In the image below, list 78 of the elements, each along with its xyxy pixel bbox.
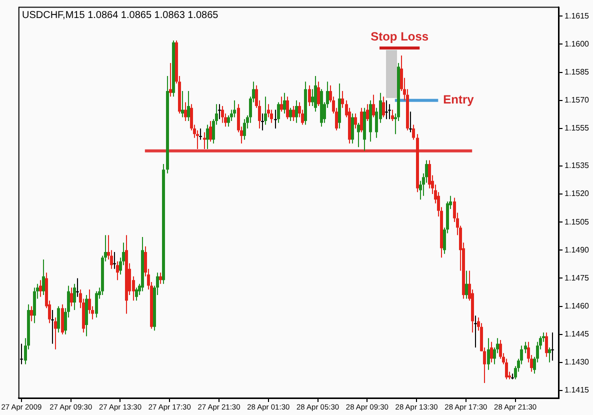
candlestick — [474, 315, 477, 348]
candlestick — [548, 346, 551, 363]
candlestick — [280, 96, 283, 112]
candlestick — [545, 332, 548, 358]
candlestick — [30, 306, 33, 322]
y-tick-label: 1.1505 — [564, 217, 590, 226]
candlestick — [169, 62, 172, 98]
candlestick — [391, 109, 394, 122]
candlestick — [409, 111, 412, 133]
candlestick — [292, 106, 295, 122]
candlestick — [551, 332, 554, 362]
candlestick — [311, 88, 314, 107]
candlestick — [73, 283, 76, 311]
candlestick — [113, 252, 116, 270]
candlestick — [286, 96, 289, 120]
candlestick — [184, 102, 187, 122]
candlestick — [199, 128, 202, 140]
candlestick — [42, 258, 45, 296]
candlestick — [159, 272, 162, 284]
y-tick-label: 1.1520 — [564, 189, 590, 198]
candlestick — [289, 107, 292, 122]
candlestick — [341, 90, 344, 108]
candlestick — [221, 106, 224, 124]
candlestick — [308, 84, 311, 107]
candlestick — [366, 104, 369, 122]
y-tick-label: 1.1415 — [564, 386, 590, 395]
candlestick — [51, 310, 54, 344]
candlestick — [317, 81, 320, 107]
candlestick — [76, 278, 79, 298]
candlestick — [264, 96, 267, 126]
candlestick — [206, 124, 209, 150]
y-tick-label: 1.1445 — [564, 330, 590, 339]
y-tick-label: 1.1615 — [564, 11, 590, 20]
y-tick-label: 1.1555 — [564, 124, 590, 133]
y-tick-label: 1.1600 — [564, 39, 590, 48]
candlestick — [354, 112, 357, 129]
candlestick — [487, 338, 490, 370]
candlestick — [524, 341, 527, 354]
candlestick — [357, 122, 360, 148]
candlestick — [95, 290, 98, 318]
candlestick — [382, 96, 385, 118]
candlestick — [314, 76, 317, 112]
candlestick — [465, 270, 468, 300]
candlestick — [135, 287, 138, 302]
series-label: Entry — [443, 92, 474, 107]
y-tick-label: 1.1460 — [564, 301, 590, 310]
candlestick — [360, 107, 363, 133]
chart-title: USDCHF,M15 1.0864 1.0865 1.0863 1.0865 — [22, 10, 218, 21]
candlestick — [54, 317, 57, 350]
y-tick-label: 1.1490 — [564, 245, 590, 254]
candlestick — [295, 100, 298, 124]
y-tick-label: 1.1430 — [564, 358, 590, 367]
candlestick — [511, 373, 514, 380]
candlestick — [490, 341, 493, 363]
candlestick — [116, 260, 119, 281]
candlestick — [274, 109, 277, 129]
y-tick-label: 1.1475 — [564, 273, 590, 282]
candlestick — [233, 100, 236, 118]
candlestick — [209, 120, 212, 142]
candlestick — [412, 124, 415, 140]
candlestick — [243, 118, 246, 140]
candlestick — [277, 102, 280, 124]
candlestick — [388, 104, 391, 120]
y-tick-label: 1.1585 — [564, 68, 590, 77]
candlestick — [372, 94, 375, 118]
y-tick-label: 1.1535 — [564, 161, 590, 170]
candlestick — [218, 104, 221, 120]
candlestick — [351, 112, 354, 144]
candlestick — [261, 112, 264, 131]
candlestick — [181, 90, 184, 118]
candlestick — [283, 92, 286, 114]
candlestick — [187, 90, 190, 122]
candlestick — [70, 287, 73, 307]
candlestick — [57, 306, 60, 333]
series-label: Stop Loss — [370, 29, 429, 44]
y-tick-label: 1.1570 — [564, 96, 590, 105]
candlestick — [39, 280, 42, 298]
candlestick — [385, 100, 388, 120]
